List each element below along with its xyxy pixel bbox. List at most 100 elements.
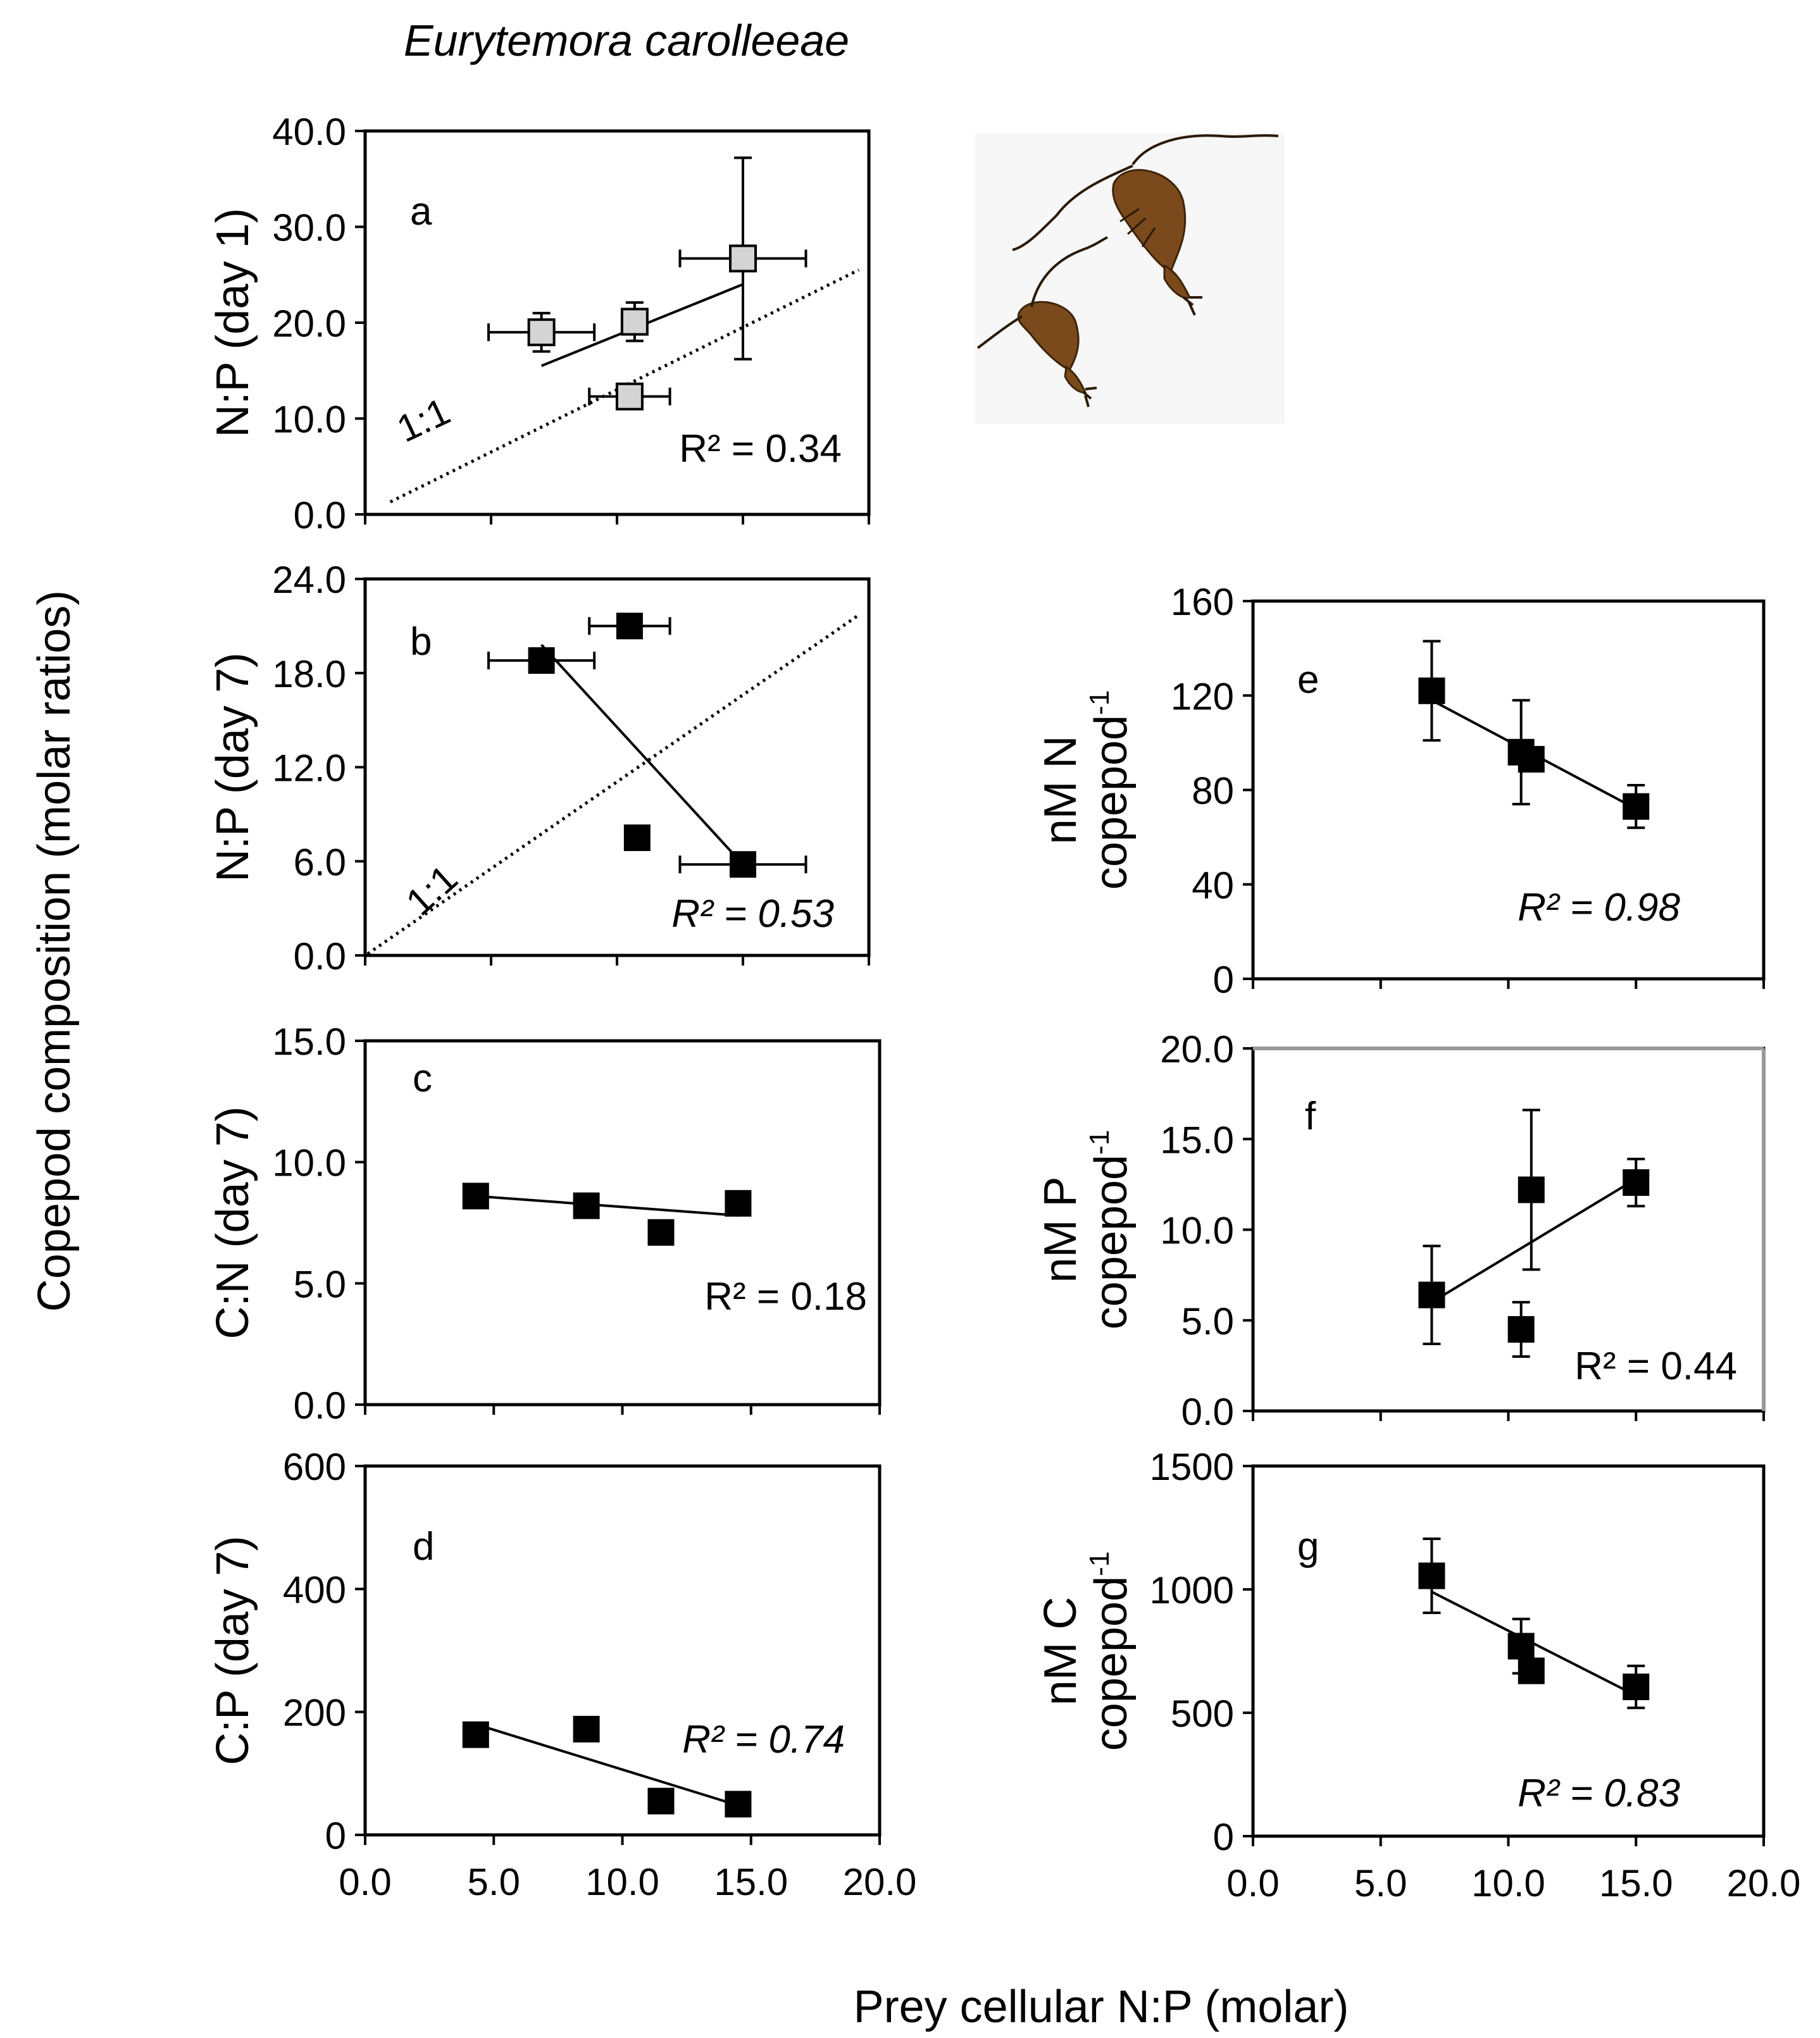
y-axis-label-unit: copepod-1 bbox=[1084, 1130, 1137, 1329]
data-point bbox=[462, 1721, 489, 1748]
x-tick-label: 0.0 bbox=[339, 1861, 391, 1903]
trendline bbox=[1431, 1177, 1637, 1303]
panel-b: 0.0 6.0 12.0 18.0 24.0 N:P (day 7) b 1:1 R² = 0.… bbox=[208, 559, 871, 978]
data-point bbox=[573, 1715, 600, 1743]
y-tick-label: 80 bbox=[1192, 770, 1234, 812]
x-tick-label: 10.0 bbox=[1471, 1862, 1545, 1904]
y-tick-label: 0.0 bbox=[294, 1384, 346, 1427]
y-tick-label: 0 bbox=[1213, 959, 1234, 1001]
data-point bbox=[1507, 1632, 1535, 1660]
data-point bbox=[1507, 1316, 1535, 1343]
data-point bbox=[1418, 1281, 1445, 1308]
y-tick-label: 160 bbox=[1171, 581, 1234, 623]
y-tick-label: 0 bbox=[1213, 1816, 1234, 1858]
r-squared-label: R² = 0.74 bbox=[682, 1718, 845, 1762]
data-point bbox=[1418, 1562, 1445, 1589]
y-axis-label: nM N bbox=[1035, 735, 1086, 844]
y-axis-label-unit: copepod-1 bbox=[1084, 690, 1137, 890]
data-point bbox=[616, 612, 643, 640]
panel-c: 0.0 5.0 10.0 15.0 C:N (day 7) c R² = 0.18 bbox=[208, 1021, 882, 1427]
y-axis-label: nM C bbox=[1035, 1596, 1086, 1705]
r-squared-label: R² = 0.18 bbox=[704, 1275, 867, 1319]
data-point bbox=[623, 824, 651, 852]
y-axis-label: C:N (day 7) bbox=[208, 1106, 258, 1339]
y-tick-label: 0.0 bbox=[294, 494, 346, 537]
y-tick-label: 40.0 bbox=[272, 111, 346, 153]
y-axis-label-superscript: -1 bbox=[1084, 1130, 1115, 1155]
data-point bbox=[1518, 1657, 1545, 1684]
trendline bbox=[475, 1723, 739, 1807]
data-point bbox=[730, 851, 756, 878]
panel-d: 0 200 400 600 0.0 5.0 10.0 15.0 20.0 C:P (day 7) d… bbox=[208, 1446, 916, 1903]
y-tick-label: 1000 bbox=[1150, 1569, 1234, 1612]
y-tick-label: 15.0 bbox=[1160, 1119, 1234, 1161]
y-axis-label: N:P (day 1) bbox=[208, 208, 258, 438]
bottom-axis-label: Prey cellular N:P (molar) bbox=[854, 1982, 1349, 2032]
y-tick-label: 10.0 bbox=[1160, 1210, 1234, 1252]
plot-frame bbox=[363, 1464, 882, 1837]
data-point bbox=[615, 382, 644, 411]
y-axis-label: N:P (day 7) bbox=[208, 652, 258, 882]
y-tick-label: 40 bbox=[1192, 864, 1234, 907]
r-squared-label: R² = 0.34 bbox=[679, 427, 842, 471]
data-point bbox=[573, 1192, 600, 1219]
y-axis-label: C:P (day 7) bbox=[208, 1536, 258, 1765]
y-tick-label: 0 bbox=[325, 1815, 346, 1857]
data-point bbox=[1418, 677, 1445, 704]
plot-frame bbox=[1251, 599, 1766, 981]
data-point bbox=[647, 1787, 675, 1815]
one-to-one-label: 1:1 bbox=[390, 390, 456, 450]
y-tick-label: 10.0 bbox=[272, 1142, 346, 1184]
panel-label: b bbox=[410, 620, 432, 664]
data-point bbox=[1623, 793, 1650, 820]
y-tick-label: 20.0 bbox=[1160, 1028, 1234, 1071]
y-tick-label: 15.0 bbox=[272, 1021, 346, 1063]
data-point bbox=[1518, 1176, 1545, 1203]
r-squared-label: R² = 0.83 bbox=[1518, 1772, 1680, 1815]
y-tick-label: 6.0 bbox=[294, 841, 346, 883]
r-squared-label: R² = 0.44 bbox=[1574, 1345, 1737, 1388]
x-tick-label: 0.0 bbox=[1226, 1862, 1279, 1904]
data-point bbox=[725, 1791, 752, 1818]
panel-label: c bbox=[413, 1057, 432, 1100]
y-tick-label: 10.0 bbox=[272, 399, 346, 441]
data-point bbox=[527, 318, 556, 347]
data-point bbox=[462, 1183, 489, 1210]
one-to-one-label: 1:1 bbox=[398, 857, 466, 924]
panel-label: f bbox=[1305, 1095, 1316, 1138]
data-point bbox=[1518, 745, 1545, 773]
data-point bbox=[620, 308, 649, 336]
y-tick-label: 18.0 bbox=[272, 653, 346, 695]
panel-label: a bbox=[410, 190, 432, 233]
left-axis-label: Copepod composition (molar ratios) bbox=[29, 590, 80, 1312]
x-tick-label: 5.0 bbox=[1354, 1862, 1407, 1904]
panel-a: 0.0 10.0 20.0 30.0 40.0 N:P (day 1) a 1:1 R² = 0… bbox=[208, 111, 871, 537]
y-tick-label: 0.0 bbox=[1181, 1391, 1234, 1433]
data-point bbox=[1623, 1674, 1650, 1701]
y-tick-label: 5.0 bbox=[294, 1263, 346, 1305]
y-tick-label: 500 bbox=[1171, 1693, 1234, 1735]
data-point bbox=[725, 1190, 752, 1217]
panel-label: e bbox=[1297, 658, 1319, 702]
y-tick-label: 0.0 bbox=[294, 935, 346, 978]
x-tick-label: 15.0 bbox=[1599, 1862, 1673, 1904]
y-tick-label: 24.0 bbox=[272, 559, 346, 601]
y-tick-label: 20.0 bbox=[272, 302, 346, 345]
x-tick-label: 5.0 bbox=[468, 1861, 520, 1903]
y-axis-label-unit: copepod-1 bbox=[1084, 1551, 1137, 1751]
x-tick-label: 10.0 bbox=[585, 1861, 659, 1903]
x-tick-label: 15.0 bbox=[714, 1861, 788, 1903]
y-tick-label: 1500 bbox=[1150, 1446, 1234, 1488]
one-to-one-line bbox=[366, 613, 860, 955]
x-tick-label: 20.0 bbox=[843, 1861, 917, 1903]
y-tick-label: 600 bbox=[283, 1446, 346, 1488]
trendline bbox=[475, 1195, 739, 1217]
y-tick-label: 400 bbox=[283, 1569, 346, 1611]
y-axis-label-superscript: -1 bbox=[1084, 1551, 1115, 1576]
y-tick-label: 200 bbox=[283, 1692, 346, 1734]
data-point bbox=[647, 1219, 675, 1246]
